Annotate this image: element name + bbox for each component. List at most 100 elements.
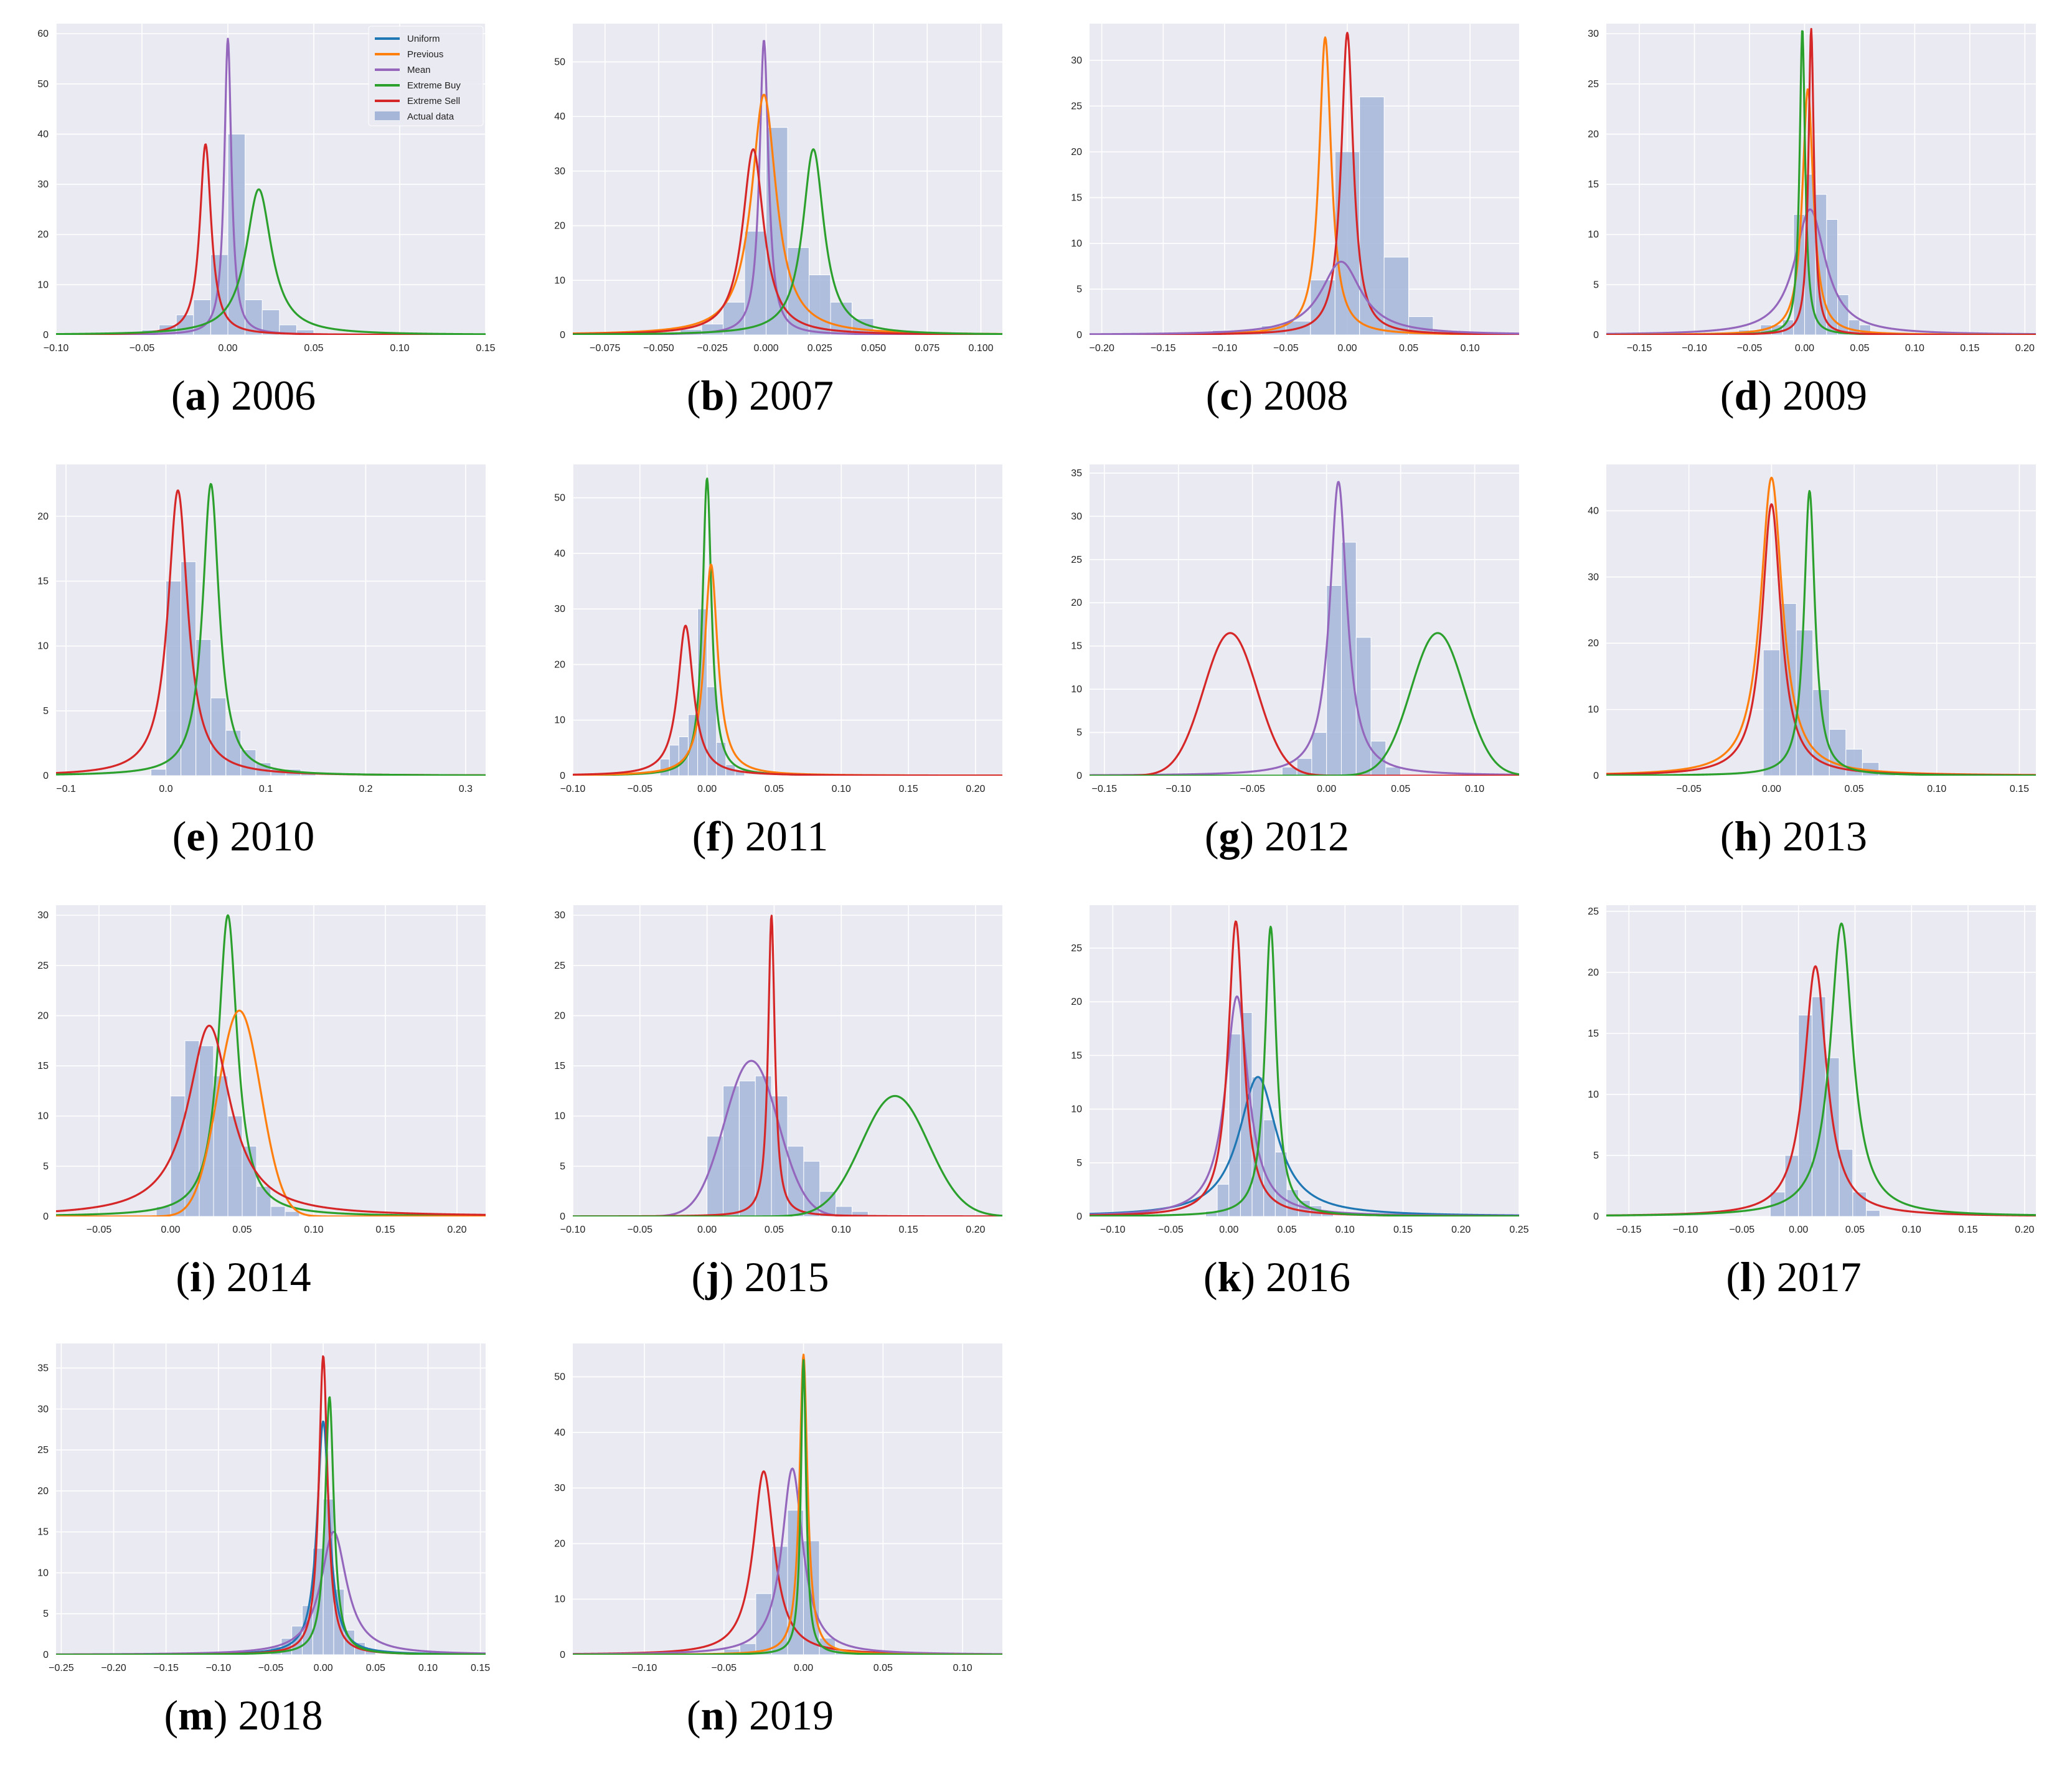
x-tick-label: −0.15 bbox=[1151, 343, 1176, 354]
x-tick-label: −0.10 bbox=[1212, 343, 1238, 354]
y-tick-label: 30 bbox=[554, 1483, 565, 1494]
y-tick-label: 0 bbox=[1076, 330, 1082, 341]
y-tick-label: 0 bbox=[560, 1650, 565, 1660]
x-tick-label: 0.00 bbox=[1337, 343, 1357, 354]
y-tick-label: 5 bbox=[43, 1609, 49, 1619]
y-tick-label: 60 bbox=[37, 29, 49, 39]
panel-caption: (n) 2019 bbox=[686, 1691, 834, 1739]
y-tick-label: 20 bbox=[37, 1010, 49, 1021]
panel-caption: (c) 2008 bbox=[1205, 372, 1349, 419]
x-tick-label: −0.05 bbox=[87, 1225, 112, 1235]
chart-panel-2008: −0.20 −0.15 −0.10 −0.05 0.00 0.05 0.10 0 5 10 15 20… bbox=[1034, 12, 1520, 419]
y-tick-label: 20 bbox=[554, 1010, 565, 1021]
y-tick-label: 20 bbox=[1071, 598, 1082, 608]
panel-letter: f bbox=[706, 812, 721, 860]
histogram-bar bbox=[1355, 637, 1372, 776]
x-tick-label: 0.00 bbox=[697, 1225, 717, 1235]
chart-panel-2007: −0.075 −0.050 −0.025 0.000 0.025 0.050 0.075 0.… bbox=[517, 12, 1004, 419]
chart-svg-2017: −0.15 −0.10 −0.05 0.00 0.05 0.10 0.15 0.20 0 5 10 1… bbox=[1588, 905, 2036, 1235]
y-tick-label: 10 bbox=[554, 715, 565, 726]
x-tick-label: 0.05 bbox=[1850, 343, 1869, 354]
x-tick-label: 0.00 bbox=[161, 1225, 180, 1235]
panel-letter: c bbox=[1220, 372, 1239, 419]
histogram-bar bbox=[225, 730, 242, 776]
y-tick-label: 10 bbox=[37, 1568, 49, 1578]
y-tick-label: 40 bbox=[1588, 506, 1599, 516]
x-tick-label: 0.10 bbox=[953, 1663, 972, 1673]
y-tick-label: 20 bbox=[1588, 967, 1599, 978]
series-line-extreme-sell bbox=[1606, 27, 2036, 335]
x-tick-label: 0.00 bbox=[1762, 784, 1781, 794]
x-tick-label: 0.05 bbox=[366, 1663, 385, 1673]
y-tick-label: 10 bbox=[1071, 1104, 1082, 1115]
histogram-bar bbox=[213, 1075, 228, 1216]
y-tick-label: 30 bbox=[554, 604, 565, 614]
y-tick-label: 10 bbox=[37, 1111, 49, 1122]
series-line-extreme-sell bbox=[573, 148, 1002, 335]
panel-letter: l bbox=[1740, 1253, 1752, 1301]
y-tick-label: 15 bbox=[554, 1061, 565, 1071]
panel-caption: (h) 2013 bbox=[1720, 812, 1868, 860]
x-tick-label: −0.25 bbox=[49, 1663, 74, 1673]
x-tick-label: 0.00 bbox=[1795, 343, 1814, 354]
y-tick-label: 10 bbox=[1588, 230, 1599, 240]
panel-letter: d bbox=[1734, 372, 1758, 419]
x-tick-label: 0.05 bbox=[1277, 1225, 1296, 1235]
panel-letter: e bbox=[186, 812, 205, 860]
y-tick-label: 15 bbox=[1071, 641, 1082, 652]
y-tick-label: 5 bbox=[1076, 284, 1082, 294]
x-tick-label: −0.15 bbox=[153, 1663, 179, 1673]
x-tick-label: 0.00 bbox=[1317, 784, 1336, 794]
histogram-bar bbox=[787, 1146, 804, 1216]
x-tick-label: 0.00 bbox=[697, 784, 717, 794]
data-layer bbox=[1090, 32, 1519, 335]
legend-label: Mean bbox=[407, 65, 431, 75]
x-tick-label: −0.10 bbox=[206, 1663, 232, 1673]
plot-area bbox=[1090, 905, 1519, 1216]
x-tick-label: 0.00 bbox=[794, 1663, 813, 1673]
legend-label: Actual data bbox=[407, 111, 454, 122]
x-tick-label: 0.20 bbox=[1451, 1225, 1471, 1235]
x-tick-label: 0.05 bbox=[1399, 343, 1418, 354]
y-tick-label: 5 bbox=[1076, 728, 1082, 738]
histogram-bar bbox=[1274, 1152, 1288, 1216]
histogram-bar bbox=[852, 1211, 869, 1216]
x-tick-label: −0.20 bbox=[1089, 343, 1114, 354]
data-layer bbox=[56, 1355, 486, 1655]
legend-label: Uniform bbox=[407, 34, 440, 44]
histogram-bar bbox=[766, 127, 788, 335]
y-tick-label: 0 bbox=[43, 771, 49, 781]
y-tick-label: 20 bbox=[554, 221, 565, 232]
y-tick-label: 0 bbox=[1593, 1211, 1599, 1222]
chart-svg-2019: −0.10 −0.05 0.00 0.05 0.10 0 10 20 30 40 50 bbox=[554, 1343, 1002, 1673]
x-tick-label: −0.05 bbox=[1676, 784, 1702, 794]
y-tick-label: 0 bbox=[43, 330, 49, 341]
plot-area bbox=[56, 464, 486, 776]
panel-caption: (j) 2015 bbox=[691, 1253, 829, 1301]
panel-caption: (d) 2009 bbox=[1720, 372, 1868, 419]
x-tick-label: 0.25 bbox=[1509, 1225, 1528, 1235]
panel-year: ) 2018 bbox=[213, 1691, 323, 1739]
x-tick-label: −0.05 bbox=[628, 784, 653, 794]
y-tick-label: 5 bbox=[1076, 1158, 1082, 1169]
x-tick-label: 0.05 bbox=[1845, 784, 1864, 794]
y-tick-label: 50 bbox=[554, 1372, 565, 1383]
x-tick-label: 0.10 bbox=[1902, 1225, 1921, 1235]
panel-year: ) 2010 bbox=[205, 812, 315, 860]
histogram-bar bbox=[285, 1211, 300, 1216]
x-tick-label: 0.10 bbox=[832, 784, 851, 794]
x-tick-label: 0.00 bbox=[1219, 1225, 1238, 1235]
chart-panel-2019: −0.10 −0.05 0.00 0.05 0.10 0 10 20 30 40 50 (n) 201… bbox=[517, 1332, 1004, 1739]
data-layer bbox=[573, 478, 1002, 776]
y-tick-label: 30 bbox=[1071, 55, 1082, 66]
panel-caption: (b) 2007 bbox=[686, 372, 834, 419]
y-tick-label: 25 bbox=[1071, 943, 1082, 954]
chart-svg-2008: −0.20 −0.15 −0.10 −0.05 0.00 0.05 0.10 0 5 10 15 20… bbox=[1071, 24, 1519, 354]
panel-year: ) 2012 bbox=[1240, 812, 1350, 860]
x-tick-label: 0.025 bbox=[808, 343, 832, 354]
chart-panel-2006: −0.10 −0.05 0.00 0.05 0.10 0.15 0 10 20 30 40 50 60 U… bbox=[0, 12, 496, 419]
y-tick-label: 5 bbox=[43, 1161, 49, 1172]
chart-panel-2014: −0.05 0.00 0.05 0.10 0.15 0.20 0 5 10 15 20 25 30 (i)… bbox=[0, 894, 487, 1301]
x-tick-label: 0.15 bbox=[476, 343, 495, 354]
x-tick-label: −0.20 bbox=[101, 1663, 126, 1673]
